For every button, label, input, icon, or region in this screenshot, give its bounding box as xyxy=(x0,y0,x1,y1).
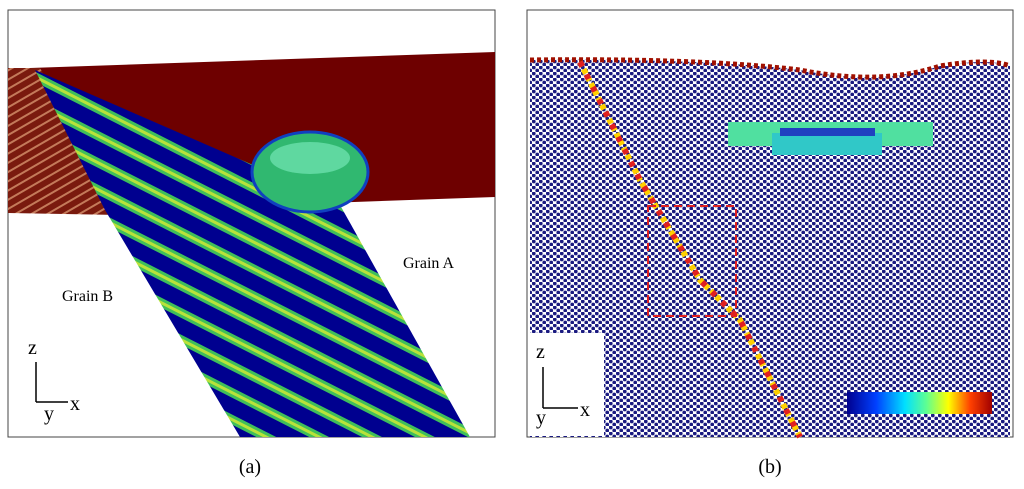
highlight-box xyxy=(647,205,737,317)
caption: (a) xyxy=(239,456,261,478)
axis-label: x xyxy=(70,393,80,415)
axis-label: y xyxy=(44,403,54,425)
colorbar xyxy=(847,392,992,414)
inclusion-core xyxy=(780,128,875,136)
surface-atoms xyxy=(529,57,1011,80)
lattice xyxy=(530,59,1010,437)
cluster-core xyxy=(270,142,350,174)
inclusion xyxy=(772,133,882,155)
panel-b: z y x (b) xyxy=(526,9,1014,478)
panel-a: Grain A Grain B z y x (a) xyxy=(7,9,496,478)
axis-label: z xyxy=(536,341,545,363)
axis-label: y xyxy=(536,407,546,429)
grain-boundary xyxy=(35,70,470,437)
axis-label: z xyxy=(28,337,37,359)
axis-label: x xyxy=(580,399,590,421)
grain-a-slab xyxy=(30,52,495,205)
grain-label: Grain B xyxy=(62,288,113,305)
grain-label: Grain A xyxy=(403,255,455,272)
caption: (b) xyxy=(758,456,781,478)
axis-inset xyxy=(528,333,604,436)
grain-boundary-red xyxy=(577,60,803,439)
